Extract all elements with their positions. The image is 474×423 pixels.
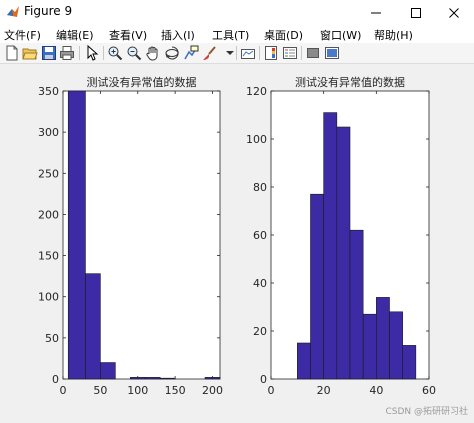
histogram-bar-right-8 <box>402 345 417 380</box>
menu-bar: 文件(F) 编辑(E) 查看(V) 插入(I) 工具(T) 桌面(D) 窗口(W… <box>0 25 474 43</box>
ytick-label-right: 80 <box>253 181 267 194</box>
print-icon[interactable] <box>59 45 75 61</box>
histogram-bar-right-6 <box>376 297 390 380</box>
histogram-bar-left-1 <box>85 273 101 380</box>
histogram-bar-right-5 <box>362 313 377 380</box>
xtick-label-left: 100 <box>127 384 148 397</box>
axes-left: 测试没有异常值的数据 0 50 100 150 200 250 300 350 0 50 100 15… <box>38 75 223 397</box>
menu-help[interactable]: 帮助(H) <box>374 29 413 42</box>
save-icon[interactable] <box>41 45 57 61</box>
histogram-bar-right-1 <box>310 193 324 380</box>
watermark-text: CSDN @拓研研习社 <box>385 407 468 417</box>
window-title: Figure 9 <box>24 4 73 18</box>
xtick-label-left: 0 <box>60 384 67 397</box>
histogram-bar-right-2 <box>323 112 338 380</box>
histogram-bar-right-0 <box>297 342 311 380</box>
ytick-label-left: 100 <box>38 291 59 304</box>
xtick-label-right: 20 <box>317 384 331 397</box>
rotate-3d-icon[interactable] <box>164 45 180 61</box>
link-plot-icon[interactable] <box>240 45 256 61</box>
ytick-label-left: 200 <box>38 208 59 221</box>
open-file-icon[interactable] <box>22 45 38 61</box>
ticks-right: 0 20 40 60 80 100 120 0 20 40 60 <box>246 85 436 397</box>
edit-plot-arrow-icon[interactable] <box>84 45 100 61</box>
ytick-label-left: 350 <box>38 85 59 98</box>
menu-file[interactable]: 文件(F) <box>4 29 41 42</box>
toolbar <box>0 43 474 64</box>
insert-legend-icon[interactable] <box>282 45 298 61</box>
ytick-label-left: 0 <box>52 373 59 386</box>
ytick-label-left: 300 <box>38 126 59 139</box>
histogram-bar-right-4 <box>349 229 364 380</box>
figure-canvas: 测试没有异常值的数据 0 50 100 150 200 250 300 350 0 50 100 15… <box>0 64 474 419</box>
histogram-bar-left-6 <box>159 377 176 380</box>
xtick-label-right: 0 <box>268 384 275 397</box>
histogram-bar-left-2 <box>100 362 116 380</box>
title-bar: Figure 9 <box>0 0 474 25</box>
axes-right: 测试没有异常值的数据 0 20 40 60 80 100 120 0 20 40 60 <box>246 75 436 397</box>
xtick-label-left: 150 <box>165 384 186 397</box>
ytick-label-right: 100 <box>246 133 267 146</box>
menu-window[interactable]: 窗口(W) <box>320 29 362 42</box>
show-plot-tools-icon[interactable] <box>324 45 340 61</box>
xtick-label-right: 60 <box>422 384 436 397</box>
pan-hand-icon[interactable] <box>145 45 161 61</box>
ytick-label-right: 60 <box>253 229 267 242</box>
ytick-label-left: 150 <box>38 250 59 263</box>
maximize-icon <box>411 7 421 18</box>
matlab-logo-icon <box>7 6 19 17</box>
xtick-label-right: 40 <box>369 384 383 397</box>
insert-colorbar-icon[interactable] <box>263 45 279 61</box>
hide-plot-tools-icon[interactable] <box>305 45 321 61</box>
menu-insert[interactable]: 插入(I) <box>161 29 195 42</box>
minimize-button[interactable] <box>356 0 396 25</box>
close-icon <box>449 7 459 18</box>
histogram-bar-left-5 <box>144 377 161 380</box>
menu-desktop[interactable]: 桌面(D) <box>264 29 304 42</box>
histogram-bar-left-0 <box>67 90 86 380</box>
histogram-bar-right-7 <box>389 311 403 380</box>
axes-right-title: 测试没有异常值的数据 <box>295 75 405 89</box>
histogram-bar-right-3 <box>336 126 351 380</box>
ytick-label-left: 250 <box>38 167 59 180</box>
data-cursor-icon[interactable] <box>183 45 199 61</box>
zoom-out-icon[interactable] <box>126 45 142 61</box>
brush-dropdown-icon[interactable] <box>222 45 238 61</box>
ticks-left: 0 50 100 150 200 250 300 350 0 50 100 150 200 <box>38 85 223 397</box>
ytick-label-right: 40 <box>253 277 267 290</box>
xtick-label-left: 50 <box>93 384 107 397</box>
menu-tools[interactable]: 工具(T) <box>212 29 250 42</box>
bars-right <box>297 112 417 380</box>
close-button[interactable] <box>434 0 474 25</box>
brush-icon[interactable] <box>202 45 218 61</box>
menu-view[interactable]: 查看(V) <box>109 29 148 42</box>
xtick-label-left: 200 <box>202 384 223 397</box>
zoom-in-icon[interactable] <box>107 45 123 61</box>
new-figure-icon[interactable] <box>4 45 20 61</box>
ytick-label-left: 50 <box>45 332 59 345</box>
ytick-label-right: 0 <box>260 373 267 386</box>
menu-edit[interactable]: 编辑(E) <box>56 29 94 42</box>
maximize-button[interactable] <box>396 0 436 25</box>
minimize-icon <box>371 12 381 13</box>
axes-left-title: 测试没有异常值的数据 <box>87 75 197 89</box>
ytick-label-right: 20 <box>253 325 267 338</box>
ytick-label-right: 120 <box>246 85 267 98</box>
